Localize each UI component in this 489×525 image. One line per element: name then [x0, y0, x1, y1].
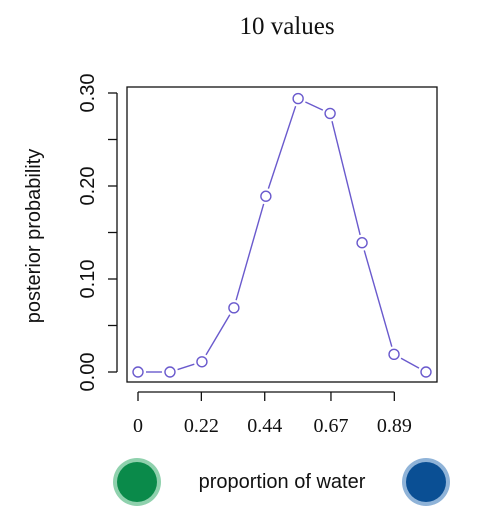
y-axis-label: posterior probability: [23, 149, 45, 324]
data-point: [164, 366, 176, 378]
data-point: [132, 366, 144, 378]
series-segment: [331, 121, 361, 236]
x-axis: 0 0.22 0.44 0.67 0.89: [133, 391, 412, 437]
series-segment: [177, 363, 195, 371]
legend: proportion of water: [113, 458, 450, 506]
y-tick-label: 0.10: [77, 260, 99, 299]
x-tick-label: 0.89: [377, 415, 412, 437]
data-point: [260, 190, 272, 202]
series-segment: [400, 357, 420, 369]
x-tick-label: 0: [133, 415, 143, 437]
data-point: [292, 92, 304, 105]
x-tick-label: 0.44: [247, 415, 282, 437]
series-line: [132, 92, 432, 378]
series-segment: [235, 203, 265, 301]
data-point: [228, 302, 240, 314]
y-tick-label: 0.30: [77, 74, 99, 113]
y-tick-label: 0.20: [77, 167, 99, 206]
data-point: [356, 237, 368, 249]
legend-circle-left-core: [117, 462, 157, 502]
y-axis: 0.00 0.10 0.20 0.30: [77, 74, 118, 392]
series-segment: [267, 105, 297, 189]
data-point: [388, 348, 400, 361]
plot-area: 0 0.22 0.44 0.67 0.89 0.00 0.10 0.20 0.30: [77, 74, 438, 437]
chart-title: 10 values: [239, 13, 334, 40]
x-tick-label: 0.67: [313, 415, 348, 437]
data-point: [324, 107, 336, 120]
legend-circle-right-core: [406, 462, 446, 502]
x-tick-label: 0.22: [184, 415, 219, 437]
plot-frame: [126, 86, 438, 383]
series-segment: [305, 101, 324, 111]
data-point: [196, 356, 208, 368]
x-axis-label: proportion of water: [199, 471, 366, 493]
y-tick-label: 0.00: [77, 353, 99, 392]
data-point: [420, 366, 432, 378]
series-segment: [363, 250, 393, 347]
series-segment: [205, 314, 231, 356]
